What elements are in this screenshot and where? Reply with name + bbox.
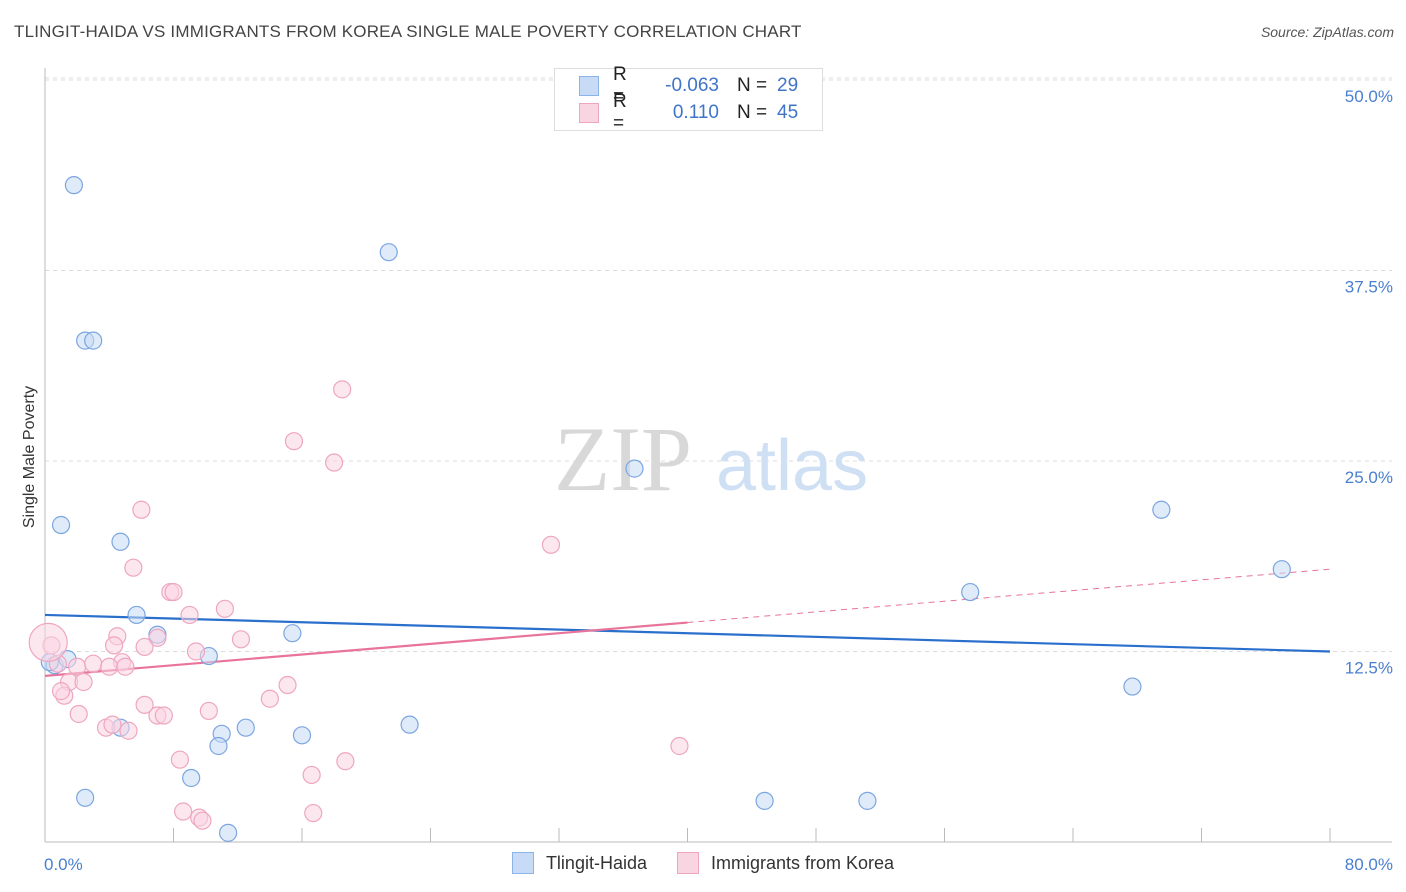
data-point bbox=[336, 752, 355, 771]
data-point bbox=[302, 765, 321, 785]
data-point bbox=[541, 535, 561, 554]
data-point bbox=[116, 657, 135, 676]
data-point bbox=[670, 736, 689, 756]
data-point bbox=[304, 803, 323, 823]
data-point bbox=[231, 630, 251, 649]
trend-line-korea bbox=[44, 621, 688, 677]
data-point bbox=[292, 726, 312, 745]
data-point bbox=[100, 657, 119, 676]
data-point bbox=[755, 791, 774, 810]
data-point bbox=[182, 768, 201, 788]
data-point bbox=[180, 605, 199, 625]
data-point bbox=[186, 642, 206, 661]
y-tick-label: 37.5% bbox=[1345, 278, 1393, 297]
source-label: Source: ZipAtlas.com bbox=[1260, 24, 1394, 40]
data-point bbox=[132, 500, 151, 519]
series-immigrants-korea bbox=[42, 380, 689, 830]
data-point bbox=[260, 689, 279, 708]
legend-r-label: R = bbox=[613, 91, 627, 134]
data-point bbox=[127, 605, 146, 625]
legend-n-label: N = bbox=[737, 102, 768, 123]
trend-line-tlingit bbox=[44, 613, 1331, 653]
data-point bbox=[103, 715, 122, 734]
data-point bbox=[135, 637, 154, 657]
data-point bbox=[69, 704, 88, 724]
chart-title: TLINGIT-HAIDA VS IMMIGRANTS FROM KOREA S… bbox=[14, 22, 802, 41]
data-point bbox=[164, 582, 183, 602]
legend-n-label: N = bbox=[737, 75, 768, 96]
data-point bbox=[74, 672, 93, 692]
data-point bbox=[1152, 500, 1171, 519]
legend-r-value: -0.063 bbox=[665, 75, 719, 96]
data-point bbox=[215, 599, 234, 618]
data-point bbox=[400, 715, 419, 734]
data-point bbox=[104, 636, 124, 655]
trend-lines bbox=[44, 568, 1331, 677]
data-point bbox=[333, 380, 352, 399]
data-point bbox=[135, 695, 154, 714]
data-point bbox=[170, 750, 190, 769]
data-point bbox=[51, 515, 71, 535]
y-tick-label: 25.0% bbox=[1345, 468, 1393, 487]
data-point bbox=[236, 718, 255, 737]
data-point bbox=[154, 706, 173, 725]
data-point bbox=[199, 701, 218, 721]
legend-item-tlingit: Tlingit-Haida bbox=[511, 852, 647, 874]
series-tlingit-haida bbox=[40, 176, 1291, 842]
stats-legend: R = -0.063 N = 29 R = 0.110 N = 45 bbox=[554, 64, 823, 134]
legend-label-tlingit: Tlingit-Haida bbox=[545, 852, 647, 873]
legend-swatch-korea bbox=[676, 852, 699, 874]
data-point bbox=[278, 675, 297, 695]
data-point bbox=[174, 802, 193, 821]
legend-swatch-tlingit bbox=[511, 852, 534, 874]
data-points bbox=[28, 176, 1291, 842]
legend-n-value: 29 bbox=[777, 75, 799, 96]
data-point bbox=[379, 243, 398, 262]
legend-r-label: R = bbox=[613, 64, 627, 107]
axes bbox=[44, 68, 1392, 843]
y-tick-label: 50.0% bbox=[1345, 87, 1393, 106]
legend-r-value: 0.110 bbox=[672, 102, 719, 123]
data-point bbox=[51, 682, 71, 701]
legend-label-korea: Immigrants from Korea bbox=[710, 852, 895, 873]
data-point bbox=[325, 453, 344, 472]
data-point bbox=[193, 811, 212, 830]
watermark-zip: ZIP bbox=[554, 408, 692, 510]
legend-swatch-korea bbox=[579, 103, 599, 123]
legend-swatch-tlingit bbox=[579, 76, 599, 96]
legend-item-korea: Immigrants from Korea bbox=[676, 852, 895, 874]
data-point bbox=[68, 657, 87, 676]
gridlines bbox=[45, 77, 1392, 652]
legend-row-korea: R = 0.110 N = 45 bbox=[579, 91, 799, 134]
data-point bbox=[283, 624, 302, 643]
watermark-atlas: atlas bbox=[716, 426, 868, 506]
legend-n-value: 45 bbox=[777, 102, 799, 123]
data-point bbox=[961, 582, 980, 602]
data-point bbox=[124, 558, 143, 577]
data-point bbox=[84, 331, 103, 350]
data-point bbox=[284, 432, 304, 451]
legend-row-tlingit: R = -0.063 N = 29 bbox=[579, 64, 799, 107]
series-legend: Tlingit-Haida Immigrants from Korea bbox=[0, 852, 1406, 874]
data-point bbox=[111, 532, 130, 551]
data-point bbox=[64, 176, 84, 195]
trend-line-korea-dashed bbox=[687, 568, 1331, 624]
x-tick-label: 0.0% bbox=[44, 855, 83, 874]
data-point bbox=[119, 721, 138, 740]
data-point bbox=[76, 788, 95, 807]
x-tick-label: 80.0% bbox=[1345, 855, 1393, 874]
data-point bbox=[1272, 560, 1291, 579]
y-axis-label: Single Male Poverty bbox=[21, 386, 38, 528]
data-point bbox=[1123, 677, 1142, 696]
data-point bbox=[148, 628, 167, 647]
y-tick-label: 12.5% bbox=[1345, 659, 1393, 678]
data-point bbox=[219, 823, 238, 842]
data-point bbox=[84, 654, 103, 673]
axis-labels: 12.5% 25.0% 37.5% 50.0% 0.0% 80.0% Single Male… bbox=[21, 87, 1393, 874]
data-point bbox=[858, 791, 877, 810]
data-point-cluster bbox=[28, 622, 68, 662]
data-point bbox=[209, 736, 228, 756]
data-point bbox=[625, 459, 644, 478]
